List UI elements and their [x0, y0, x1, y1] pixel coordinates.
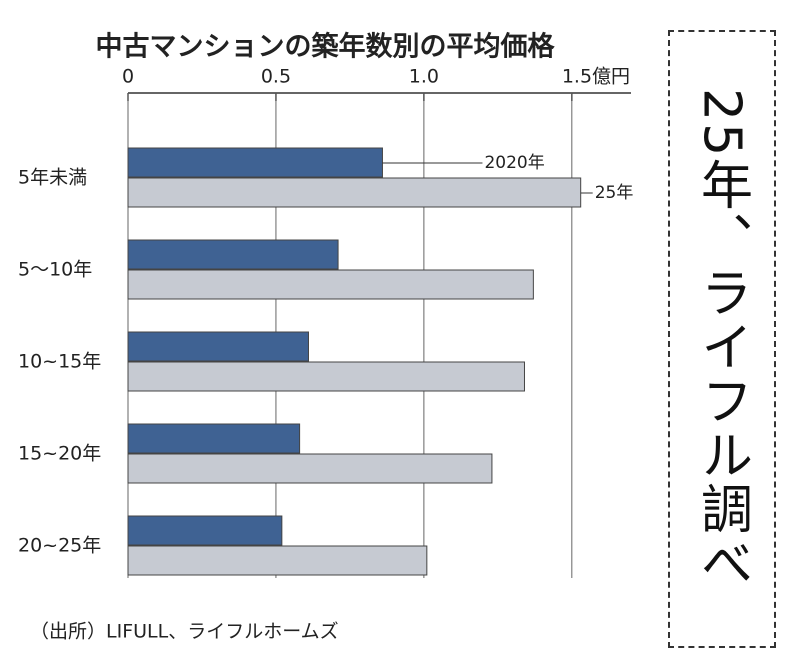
bar [127, 331, 309, 362]
bar [127, 147, 383, 178]
source: （出所）LIFULL、ライフルホームズ [30, 621, 339, 643]
bar [127, 269, 534, 300]
y-tick-label: 20~25年 [18, 535, 101, 557]
x-tick-label: 1.0 [409, 66, 439, 88]
side-note: 25年、ライフル調べ [691, 87, 752, 591]
y-tick-label: 15~20年 [18, 443, 101, 465]
legend-label: 25年 [595, 183, 634, 203]
x-tick-label: 1.5億円 [562, 66, 630, 88]
x-tick-label: 0 [122, 66, 134, 88]
bar [127, 361, 525, 392]
x-tick-label: 0.5 [261, 66, 291, 88]
legend-label: 2020年 [484, 153, 544, 173]
bar [127, 515, 283, 546]
bar [127, 423, 301, 454]
chart: 中古マンションの築年数別の平均価格 （出所）LIFULL、ライフルホームズ 0 0… [18, 31, 634, 643]
side-note-box: 25年、ライフル調べ [668, 30, 776, 648]
bar [127, 239, 339, 270]
bar [127, 177, 582, 208]
y-tick-label: 5～10年 [18, 259, 92, 281]
bar [127, 545, 428, 576]
bar [127, 453, 493, 484]
chart-title: 中古マンションの築年数別の平均価格 [96, 31, 556, 63]
y-tick-label: 10~15年 [18, 351, 101, 373]
y-tick-label: 5年未満 [18, 167, 87, 189]
